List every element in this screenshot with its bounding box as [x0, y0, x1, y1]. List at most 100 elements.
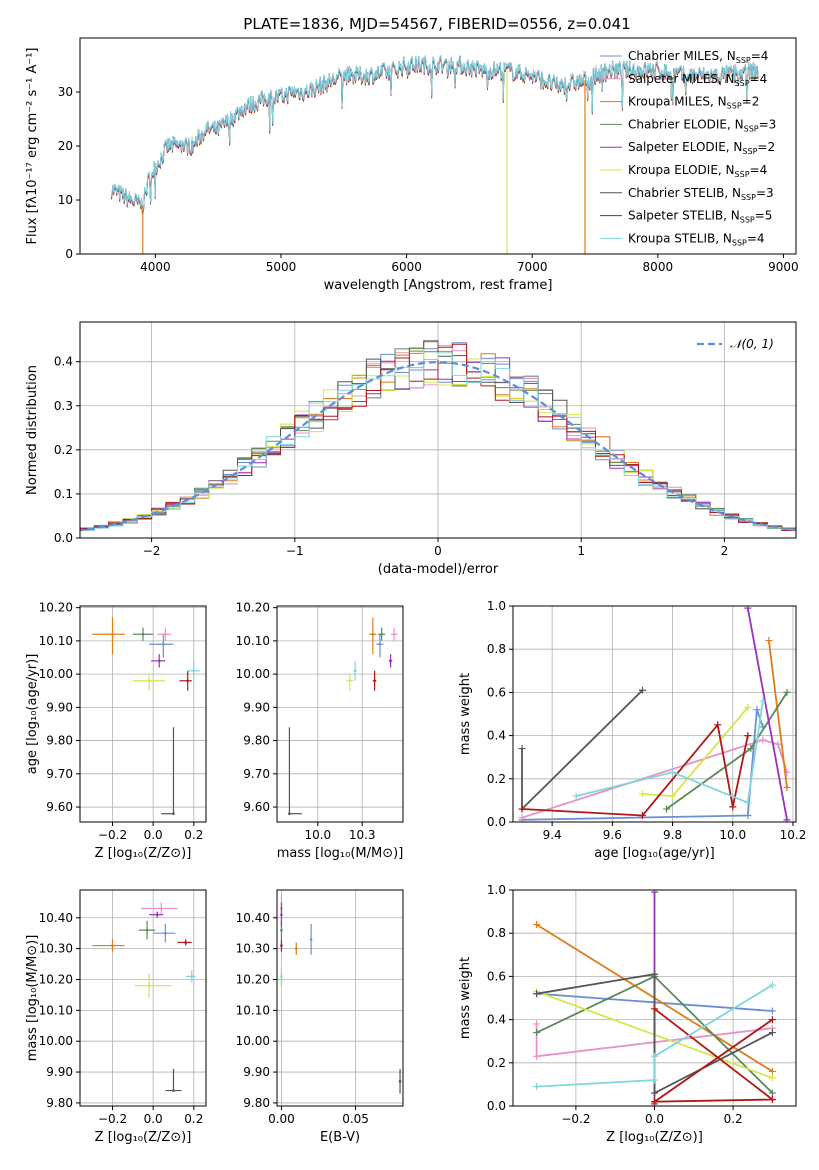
y-tick-label: 9.90: [243, 700, 270, 714]
x-tick-label: −1: [286, 544, 304, 558]
x-axis-label: mass [log₁₀(M/M⊙)]: [277, 846, 404, 861]
data-point: [280, 928, 283, 932]
panel-age_vs_mass: 10.0 10.3 9.60 9.70 9.80 9.90 10.00 10.10 10.20 m…: [236, 601, 404, 861]
legend-equals: =2: [757, 140, 775, 154]
data-point: [147, 679, 151, 683]
series-marker: [669, 792, 677, 800]
y-tick-label: 0.4: [487, 1013, 506, 1027]
y-tick-label: 9.90: [46, 1065, 73, 1079]
data-point: [380, 632, 384, 636]
panel-mass_vs_Z: −0.2 0.0 0.2 9.80 9.90 10.00 10.10 10.20 10.30 10…: [25, 889, 207, 1145]
y-tick-label: 0.0: [487, 1099, 506, 1113]
x-tick-label: 5000: [266, 260, 297, 274]
y-tick-label: 20: [58, 139, 73, 153]
y-tick-label: 10.20: [236, 601, 270, 615]
x-tick-label: 2: [721, 544, 729, 558]
data-point: [378, 642, 382, 646]
y-axis-label: mass weight: [458, 673, 473, 755]
series-marker: [768, 1096, 776, 1104]
legend-equals: =4: [747, 231, 765, 245]
panel-massweight_vs_age: 9.4 9.6 9.8 10.0 10.2 0.0 0.2 0.4 0.6 0.8 1.0 age […: [458, 599, 806, 861]
x-tick-label: 10.3: [349, 828, 376, 842]
data-point: [280, 975, 283, 978]
series-marker: [759, 736, 767, 744]
series-marker: [768, 1089, 776, 1097]
series-line: [521, 722, 749, 817]
legend-equals: =4: [750, 163, 768, 177]
series-marker: [753, 706, 761, 714]
y-axis-label: Normed distribution: [25, 365, 40, 495]
legend-subscript: SSP: [735, 170, 750, 179]
x-tick-label: 1: [577, 544, 585, 558]
y-tick-label: 9.80: [243, 1096, 270, 1110]
x-tick-label: 9.4: [543, 828, 562, 842]
data-point: [172, 812, 175, 815]
y-tick-label: 9.70: [46, 767, 73, 781]
series-marker: [669, 768, 677, 776]
series-marker: [638, 812, 646, 820]
plot-area: [111, 54, 759, 254]
y-tick-label: 0.2: [487, 772, 506, 786]
axes-frame: [512, 605, 797, 823]
axes-frame: [512, 889, 797, 1107]
legend-label: Kroupa MILES, NSSP=2: [628, 95, 759, 111]
legend-equals: =5: [755, 209, 773, 223]
series-marker: [768, 981, 776, 989]
series-marker: [533, 1083, 541, 1091]
legend-label: Salpeter ELODIE, NSSP=2: [628, 140, 775, 156]
y-tick-label: 10.00: [236, 1034, 270, 1048]
y-tick-label: 30: [58, 85, 73, 99]
data-point: [190, 975, 194, 978]
series-marker: [744, 732, 752, 740]
series-marker: [533, 990, 541, 998]
y-tick-label: 9.80: [243, 734, 270, 748]
series-marker: [651, 970, 658, 978]
series-marker: [768, 1029, 776, 1037]
series-marker: [533, 1052, 541, 1060]
axes-frame: [276, 889, 404, 1107]
x-tick-label: 9.8: [663, 828, 682, 842]
x-tick-label: 6000: [391, 260, 422, 274]
series-marker: [744, 799, 752, 807]
data-point: [186, 679, 190, 683]
data-point: [155, 913, 159, 916]
legend-subscript: SSP: [744, 124, 759, 133]
data-point: [162, 642, 165, 646]
legend-label: Salpeter MILES, NSSP=4: [628, 72, 767, 88]
data-point: [145, 928, 149, 932]
data-point: [111, 944, 114, 947]
axes-frame: [79, 37, 797, 255]
y-tick-label: 0.4: [487, 729, 506, 743]
series-marker: [572, 792, 580, 800]
y-tick-label: 0.2: [487, 1056, 506, 1070]
series-marker: [744, 704, 752, 712]
x-tick-label: −2: [143, 544, 161, 558]
x-tick-label: 0.2: [184, 828, 203, 842]
axes-frame: [276, 605, 404, 823]
data-point: [348, 679, 352, 683]
panel-age_vs_Z: −0.2 0.0 0.2 9.60 9.70 9.80 9.90 10.00 10.10 10.2…: [25, 601, 207, 861]
x-axis-label: Z [log₁₀(Z/Z⊙)]: [95, 846, 192, 861]
legend-label: Chabrier STELIB, NSSP=3: [628, 186, 774, 202]
data-point: [280, 913, 283, 916]
data-point: [398, 1080, 402, 1083]
panel-spectrum: 4000 5000 6000 7000 8000 9000 0 10 20 30 wavelengt…: [25, 37, 799, 293]
series-marker: [714, 721, 722, 729]
y-tick-label: 1.0: [487, 883, 506, 897]
y-tick-label: 9.70: [243, 767, 270, 781]
legend-label: Chabrier ELODIE, NSSP=3: [628, 117, 776, 133]
y-tick-label: 0.0: [54, 531, 73, 545]
x-tick-label: 8000: [643, 260, 674, 274]
series-marker: [663, 805, 671, 813]
y-tick-label: 0: [65, 247, 73, 261]
y-tick-label: 10.10: [39, 1003, 73, 1017]
legend-label: Kroupa STELIB, NSSP=4: [628, 231, 765, 247]
series-marker: [518, 745, 526, 753]
series-marker: [783, 688, 791, 696]
x-tick-label: 7000: [517, 260, 548, 274]
series-marker: [533, 921, 541, 929]
axes-frame: [79, 605, 207, 823]
data-point: [192, 669, 196, 673]
x-tick-label: 10.0: [304, 828, 331, 842]
legend-equals: =4: [751, 49, 769, 63]
